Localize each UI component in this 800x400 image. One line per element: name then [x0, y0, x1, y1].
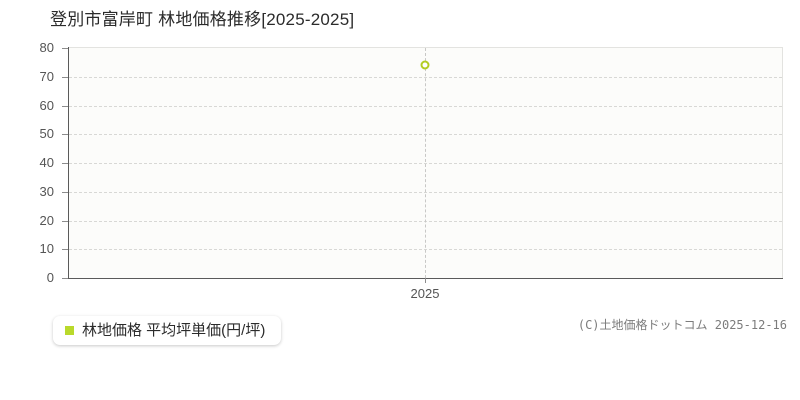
legend-item-label: 林地価格 平均坪単価(円/坪) — [82, 321, 266, 339]
plot-right-border — [782, 47, 783, 278]
y-axis-tick-label: 40 — [39, 155, 54, 170]
legend-swatch-icon — [65, 326, 74, 335]
y-axis-tick — [62, 77, 68, 78]
y-axis-tick — [62, 106, 68, 107]
x-axis-tick-label: 2025 — [410, 286, 440, 301]
gridline-vertical — [425, 48, 426, 278]
y-axis-line — [68, 47, 69, 279]
x-axis-tick — [425, 278, 426, 283]
y-axis-tick-label: 50 — [39, 126, 54, 141]
data-point[interactable] — [420, 60, 430, 70]
copyright-notice: (C)土地価格ドットコム 2025-12-16 — [577, 318, 787, 332]
y-axis-tick — [62, 134, 68, 135]
y-axis-tick-label: 20 — [39, 213, 54, 228]
y-axis-tick — [62, 163, 68, 164]
legend[interactable]: 林地価格 平均坪単価(円/坪) — [53, 316, 282, 345]
y-axis-tick — [62, 192, 68, 193]
page-title: 登別市富岸町 林地価格推移[2025-2025] — [50, 10, 355, 29]
y-axis-tick-label: 10 — [39, 241, 54, 256]
y-axis-tick-label: 80 — [39, 40, 54, 55]
y-axis-tick-label: 30 — [39, 184, 54, 199]
y-axis-tick-label: 60 — [39, 98, 54, 113]
y-axis-tick — [62, 48, 68, 49]
plot-top-border — [68, 47, 783, 48]
y-axis-tick-label: 70 — [39, 69, 54, 84]
y-axis-tick — [62, 278, 68, 279]
y-axis-tick — [62, 221, 68, 222]
y-axis-tick — [62, 249, 68, 250]
y-axis-tick-label: 0 — [46, 270, 54, 285]
